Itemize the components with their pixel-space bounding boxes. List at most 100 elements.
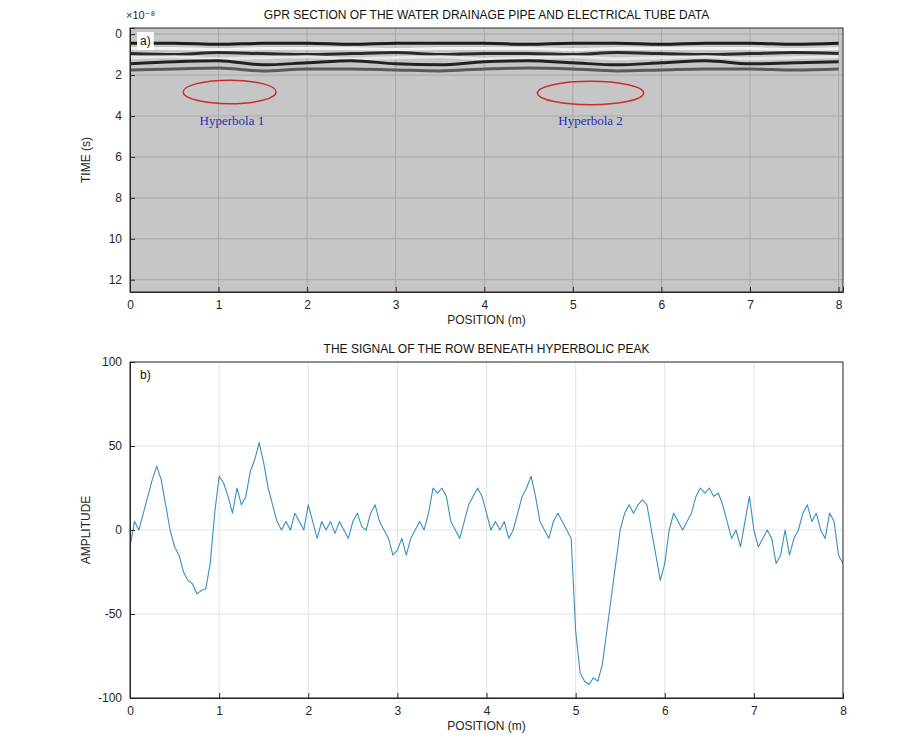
- hyperbola-ellipse: [537, 81, 643, 105]
- panel-letter-text: b): [140, 368, 151, 382]
- tick-label: 2: [304, 298, 311, 312]
- grid-line-y: [130, 614, 843, 615]
- tick-mark: [130, 116, 135, 117]
- tick-mark: [487, 693, 488, 698]
- tick-label: 1: [216, 704, 223, 718]
- tick: 12: [109, 273, 135, 287]
- tick-label: 1: [216, 298, 223, 312]
- tick-label: 12: [109, 273, 123, 287]
- title: GPR SECTION OF THE WATER DRAINAGE PIPE A…: [264, 8, 709, 22]
- plot-frame: [130, 362, 843, 698]
- tick-label: 0: [115, 523, 122, 537]
- tick-mark: [219, 287, 220, 292]
- panel-letter: b): [137, 366, 154, 384]
- tick: 0: [115, 27, 135, 41]
- tick-mark: [130, 34, 135, 35]
- tick-label: 100: [102, 355, 122, 369]
- reflection-band: [130, 43, 839, 44]
- tick-label: 4: [484, 704, 491, 718]
- tick-label: 5: [573, 704, 580, 718]
- grid-line-y: [130, 197, 843, 198]
- tick-label: 4: [481, 298, 488, 312]
- x-axis-title: POSITION (m): [447, 313, 526, 327]
- x-axis: 012345678: [127, 693, 847, 718]
- y-axis: -100 -50 0 50 100: [98, 355, 135, 705]
- panel-letter: a): [137, 32, 154, 50]
- tick-mark: [130, 446, 135, 447]
- panel: 0 1 2 3 4 5 6 7 8 -100 -50 0 50 100 b) THE SIGNAL OF TH…: [79, 342, 847, 733]
- tick: 2: [115, 68, 135, 82]
- grid-line-y: [130, 34, 843, 35]
- tick-mark: [754, 693, 755, 698]
- y-axis-title: TIME (s): [79, 137, 93, 183]
- tick-label: 8: [836, 298, 843, 312]
- tick-label: 0: [115, 27, 122, 41]
- tick: 2: [305, 693, 312, 718]
- data: [130, 43, 839, 104]
- tick: 3: [395, 693, 402, 718]
- tick-mark: [661, 287, 662, 292]
- y-scale-label: ×10⁻⁸: [126, 9, 155, 21]
- tick-mark: [130, 614, 135, 615]
- x-axis: 012345678: [127, 287, 843, 312]
- tick-mark: [130, 157, 135, 158]
- tick-mark: [130, 198, 135, 199]
- annotation: Hyperbola 1: [200, 113, 265, 128]
- grid-line-y: [130, 238, 843, 239]
- tick: 4: [481, 287, 488, 312]
- tick: 1: [216, 693, 223, 718]
- tick: -100: [98, 691, 135, 705]
- tick: 6: [115, 150, 135, 164]
- y-axis-title: AMPLITUDE: [79, 496, 93, 565]
- panel-letter-text: a): [140, 34, 151, 48]
- tick: 7: [747, 287, 754, 312]
- grid-line-x: [395, 28, 396, 292]
- grid: [130, 362, 843, 698]
- tick-label: 5: [570, 298, 577, 312]
- tick: 10: [109, 232, 135, 246]
- tick: 6: [662, 693, 669, 718]
- reflection-band: [130, 48, 839, 49]
- tick: 5: [570, 287, 577, 312]
- tick-mark: [839, 287, 840, 292]
- tick-mark: [130, 280, 135, 281]
- tick: 50: [109, 439, 135, 453]
- reflection-band: [130, 53, 839, 55]
- tick-label: 50: [109, 439, 123, 453]
- tick-label: 8: [115, 191, 122, 205]
- data: [130, 443, 843, 685]
- title: THE SIGNAL OF THE ROW BENEATH HYPERBOLIC…: [324, 342, 650, 356]
- plot-background: [130, 28, 843, 292]
- figure: 012345678024681012Hyperbola 1Hyperbola 2…: [0, 0, 923, 744]
- tick-label: 4: [115, 109, 122, 123]
- tick: 8: [840, 693, 847, 718]
- tick-mark: [307, 287, 308, 292]
- tick-label: 6: [659, 298, 666, 312]
- tick-label: 2: [305, 704, 312, 718]
- tick-label: -50: [105, 607, 123, 621]
- tick-label: -100: [98, 691, 122, 705]
- tick: 4: [115, 109, 135, 123]
- grid-line-x: [661, 28, 662, 292]
- tick-label: 7: [747, 298, 754, 312]
- axis-line: [131, 363, 136, 699]
- tick-label: 8: [840, 704, 847, 718]
- grid-line-y: [130, 75, 843, 76]
- tick-label: 10: [109, 232, 123, 246]
- hyperbola-ellipse: [183, 80, 276, 104]
- reflection-band: [130, 57, 839, 59]
- tick-label: 7: [751, 704, 758, 718]
- tick: 2: [304, 287, 311, 312]
- tick: 4: [484, 693, 491, 718]
- tick-mark: [219, 693, 220, 698]
- annotation: Hyperbola 2: [558, 113, 623, 128]
- tick: 5: [573, 693, 580, 718]
- tick-label: 6: [662, 704, 669, 718]
- tick-mark: [308, 693, 309, 698]
- plot-background: [130, 362, 843, 698]
- tick-mark: [396, 287, 397, 292]
- tick-label: 0: [127, 298, 134, 312]
- tick-mark: [397, 693, 398, 698]
- tick-mark: [130, 75, 135, 76]
- plot-frame: [130, 28, 843, 292]
